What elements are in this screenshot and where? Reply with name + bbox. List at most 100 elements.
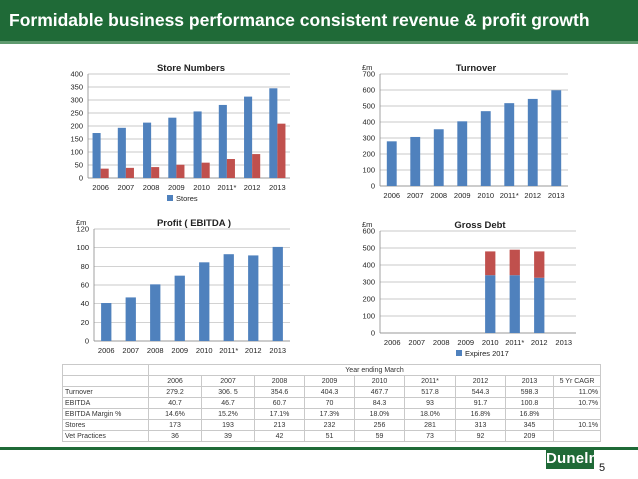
table-cell: 10.1% — [552, 419, 602, 431]
y-tick-label: 0 — [371, 329, 375, 338]
slide-header: Formidable business performance consiste… — [0, 0, 638, 44]
bar-debt-1 — [485, 251, 496, 276]
bar-store-1 — [176, 164, 185, 178]
column-header: 2009 — [304, 375, 355, 387]
x-tick-label: 2008 — [147, 346, 164, 355]
table-cell: 279.2 — [148, 386, 202, 398]
bar-store-1 — [125, 167, 134, 178]
table-cell: 92 — [455, 430, 506, 442]
slide-title: Formidable business performance consiste… — [9, 10, 590, 30]
chart-title: Gross Debt — [454, 220, 506, 231]
y-tick-label: 400 — [70, 70, 83, 79]
y-tick-label: 150 — [70, 135, 83, 144]
x-tick-label: 2011* — [500, 191, 519, 200]
table-cell: 59 — [354, 430, 405, 442]
chart-title: Store Numbers — [157, 63, 225, 74]
bar-profit-0 — [248, 255, 259, 341]
table-cell — [62, 364, 149, 376]
y-tick-label: 100 — [362, 312, 375, 321]
bar-debt-0 — [534, 277, 545, 333]
x-tick-label: 2012 — [531, 338, 548, 347]
y-tick-label: 0 — [371, 182, 375, 191]
dunelm-logo: Dunelm — [546, 448, 603, 469]
bar-profit-0 — [223, 254, 234, 341]
x-tick-label: 2010 — [477, 191, 494, 200]
y-tick-label: 300 — [362, 134, 375, 143]
x-tick-label: 2008 — [430, 191, 447, 200]
table-row: Turnover 279.2 306. 5 354.6 404.3 467.7 517.8 5… — [62, 386, 602, 398]
table-cell: 18.0% — [404, 408, 456, 420]
table-row: EBITDA 40.7 46.7 60.7 70 84.3 93 91.7 100.8 10.7% — [62, 397, 602, 409]
table-cell: 517.8 — [404, 386, 456, 398]
table-cell: 73 — [404, 430, 456, 442]
x-tick-label: 2008 — [143, 183, 160, 192]
y-tick-label: 0 — [85, 337, 89, 346]
y-tick-label: 200 — [362, 150, 375, 159]
bar-turnover-0 — [433, 129, 444, 186]
bar-turnover-0 — [457, 121, 468, 186]
y-tick-label: 60 — [81, 281, 89, 290]
table-cell: 11.0% — [552, 386, 602, 398]
y-tick-label: 100 — [70, 148, 83, 157]
table-row: EBITDA Margin % 14.6% 15.2% 17.1% 17.3% 18.0%… — [62, 408, 602, 420]
row-label: Turnover — [62, 386, 149, 398]
y-tick-label: 300 — [70, 96, 83, 105]
table-cell: 70 — [304, 397, 355, 409]
x-tick-label: 2006 — [384, 338, 401, 347]
bar-store-1 — [151, 167, 160, 178]
x-tick-label: 2013 — [269, 346, 286, 355]
bar-store-1 — [201, 162, 210, 178]
x-tick-label: 2008 — [433, 338, 450, 347]
bar-debt-1 — [534, 251, 545, 278]
table-cell: 193 — [201, 419, 255, 431]
bar-store-1 — [277, 123, 286, 178]
table-cell: 15.2% — [201, 408, 255, 420]
table-cell: 60.7 — [254, 397, 305, 409]
legend-label: Stores — [176, 194, 198, 203]
table-row: Vet Practices 36 39 42 51 59 73 92 209 — [62, 430, 602, 442]
x-tick-label: 2006 — [383, 191, 400, 200]
table-cell: 598.3 — [505, 386, 554, 398]
x-tick-label: 2007 — [118, 183, 135, 192]
chart-title: Profit ( EBITDA ) — [157, 218, 231, 229]
x-tick-label: 2012 — [524, 191, 541, 200]
column-header: 2012 — [455, 375, 506, 387]
x-tick-label: 2012 — [245, 346, 262, 355]
x-tick-label: 2013 — [548, 191, 565, 200]
x-tick-label: 2012 — [244, 183, 261, 192]
chart-title: Turnover — [456, 63, 497, 74]
row-label: EBITDA — [62, 397, 149, 409]
bar-store-1 — [226, 159, 235, 178]
table-row: Stores 173 193 213 232 256 281 313 345 10.1% — [62, 419, 602, 431]
table-caption: Year ending March — [147, 364, 602, 376]
bar-turnover-0 — [410, 136, 421, 186]
column-header: 2010 — [354, 375, 405, 387]
table-cell: 544.3 — [455, 386, 506, 398]
y-tick-label: 50 — [75, 161, 83, 170]
footer-divider — [0, 447, 638, 450]
unit-label: £m — [76, 218, 86, 227]
y-tick-label: 40 — [81, 299, 89, 308]
bar-store-1 — [252, 154, 261, 178]
table-cell: 16.8% — [505, 408, 554, 420]
bar-debt-0 — [485, 275, 496, 333]
table-cell: 256 — [354, 419, 405, 431]
store-numbers-chart: Store Numbers 0 50 100 150 200 250 300 350 400 200… — [48, 58, 298, 208]
bar-profit-0 — [272, 246, 283, 341]
bar-store-1 — [100, 168, 109, 178]
bar-store-0 — [269, 88, 278, 178]
table-cell — [552, 408, 602, 420]
x-tick-label: 2010 — [482, 338, 499, 347]
bar-debt-1 — [509, 249, 520, 276]
table-cell: 173 — [148, 419, 202, 431]
y-tick-label: 120 — [76, 225, 89, 234]
bar-store-0 — [244, 96, 253, 178]
table-caption-row: Year ending March — [62, 364, 602, 376]
table-cell: 46.7 — [201, 397, 255, 409]
table-cell: 91.7 — [455, 397, 506, 409]
y-tick-label: 250 — [70, 109, 83, 118]
table-cell — [552, 430, 602, 442]
bar-store-0 — [143, 122, 152, 178]
y-tick-label: 350 — [70, 83, 83, 92]
table-cell: 39 — [201, 430, 255, 442]
